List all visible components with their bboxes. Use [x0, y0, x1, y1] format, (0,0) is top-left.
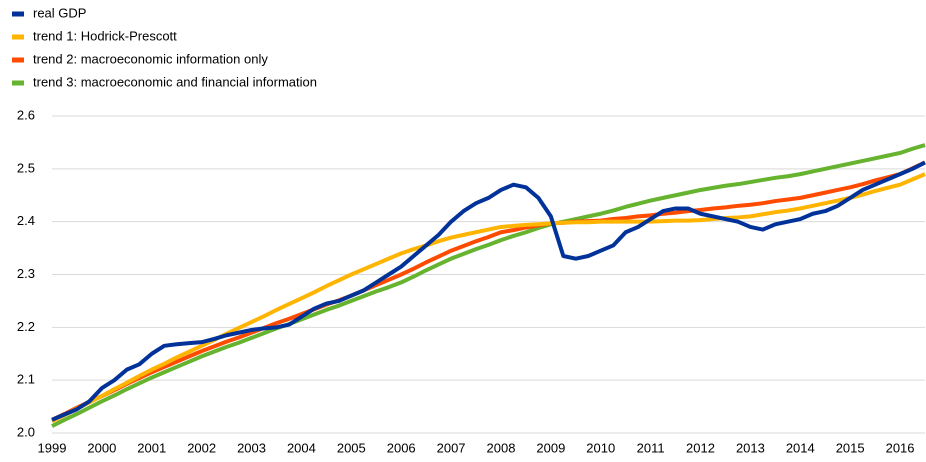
- x-tick-label: 2008: [487, 440, 516, 455]
- series-line: [51, 143, 926, 428]
- x-tick-label: 2005: [337, 440, 366, 455]
- x-tick-label: 2010: [586, 440, 615, 455]
- y-tick-label: 2.0: [17, 424, 35, 439]
- y-tick-label: 2.5: [17, 160, 35, 175]
- y-tick-label: 2.6: [17, 107, 35, 122]
- x-tick-label: 2004: [287, 440, 316, 455]
- legend-label: trend 2: macroeconomic information only: [33, 51, 268, 66]
- x-tick-label: 2007: [437, 440, 466, 455]
- y-tick-label: 2.3: [17, 266, 35, 281]
- x-tick-label: 2012: [686, 440, 715, 455]
- series-line: [51, 172, 926, 424]
- x-tick-label: 2002: [187, 440, 216, 455]
- y-tick-label: 2.2: [17, 319, 35, 334]
- series-line: [51, 160, 926, 422]
- x-tick-label: 2006: [387, 440, 416, 455]
- series-line: [51, 160, 926, 422]
- x-tick-label: 2003: [237, 440, 266, 455]
- x-tick-label: 2014: [786, 440, 815, 455]
- legend-label: trend 1: Hodrick-Prescott: [33, 28, 177, 43]
- x-tick-label: 2009: [536, 440, 565, 455]
- x-tick-label: 2013: [736, 440, 765, 455]
- x-tick-label: 2001: [137, 440, 166, 455]
- y-tick-label: 2.1: [17, 372, 35, 387]
- legend-label: real GDP: [33, 5, 86, 20]
- x-tick-label: 2011: [637, 440, 665, 455]
- legend-label: trend 3: macroeconomic and financial inf…: [33, 74, 317, 89]
- x-tick-label: 1999: [38, 440, 67, 455]
- x-tick-label: 2000: [87, 440, 116, 455]
- x-tick-label: 2016: [886, 440, 915, 455]
- y-tick-label: 2.4: [17, 213, 35, 228]
- x-tick-label: 2015: [836, 440, 865, 455]
